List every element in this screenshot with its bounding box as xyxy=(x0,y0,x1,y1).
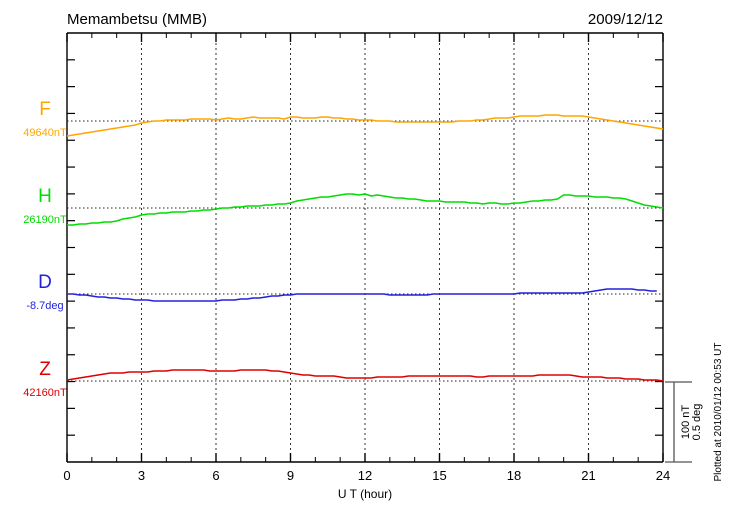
component-baseline-h: 26190nT xyxy=(23,214,67,226)
axis-ticks xyxy=(66,33,664,462)
x-tick-label: 18 xyxy=(507,468,521,483)
component-baseline-f: 49640nT xyxy=(23,127,67,139)
component-labels: F 49640nT H 26190nT D -8.7deg Z 42160nT xyxy=(23,99,67,399)
x-tick-label: 6 xyxy=(212,468,219,483)
curve-z xyxy=(66,369,664,382)
x-tick-labels: 0 3 6 9 12 15 18 21 24 xyxy=(63,468,670,483)
x-tick-label: 15 xyxy=(432,468,446,483)
component-baseline-d: -8.7deg xyxy=(26,300,63,312)
component-letter-z: Z xyxy=(39,359,51,380)
x-tick-label: 21 xyxy=(581,468,595,483)
baseline-references xyxy=(67,120,663,382)
component-letter-h: H xyxy=(38,186,52,207)
grid-lines xyxy=(141,33,589,462)
x-tick-label: 3 xyxy=(138,468,145,483)
plotted-timestamp: Plotted at 2010/01/12 00:53 UT xyxy=(713,343,724,482)
x-tick-label: 9 xyxy=(287,468,294,483)
component-letter-f: F xyxy=(39,99,51,120)
data-curves xyxy=(66,114,664,382)
scale-bar xyxy=(665,381,692,463)
scale-bar-label-nt: 100 nT xyxy=(680,405,692,440)
x-tick-label: 24 xyxy=(656,468,670,483)
x-tick-label: 0 xyxy=(63,468,70,483)
curve-f xyxy=(66,114,664,137)
component-letter-d: D xyxy=(38,272,52,293)
date-label: 2009/12/12 xyxy=(588,11,663,28)
component-baseline-z: 42160nT xyxy=(23,387,67,399)
x-tick-label: 12 xyxy=(358,468,372,483)
curve-h xyxy=(67,193,664,226)
curve-d xyxy=(67,288,657,302)
x-axis-title: U T (hour) xyxy=(338,487,392,501)
scale-bar-label-deg: 0.5 deg xyxy=(691,404,703,441)
station-title: Memambetsu (MMB) xyxy=(67,11,207,28)
